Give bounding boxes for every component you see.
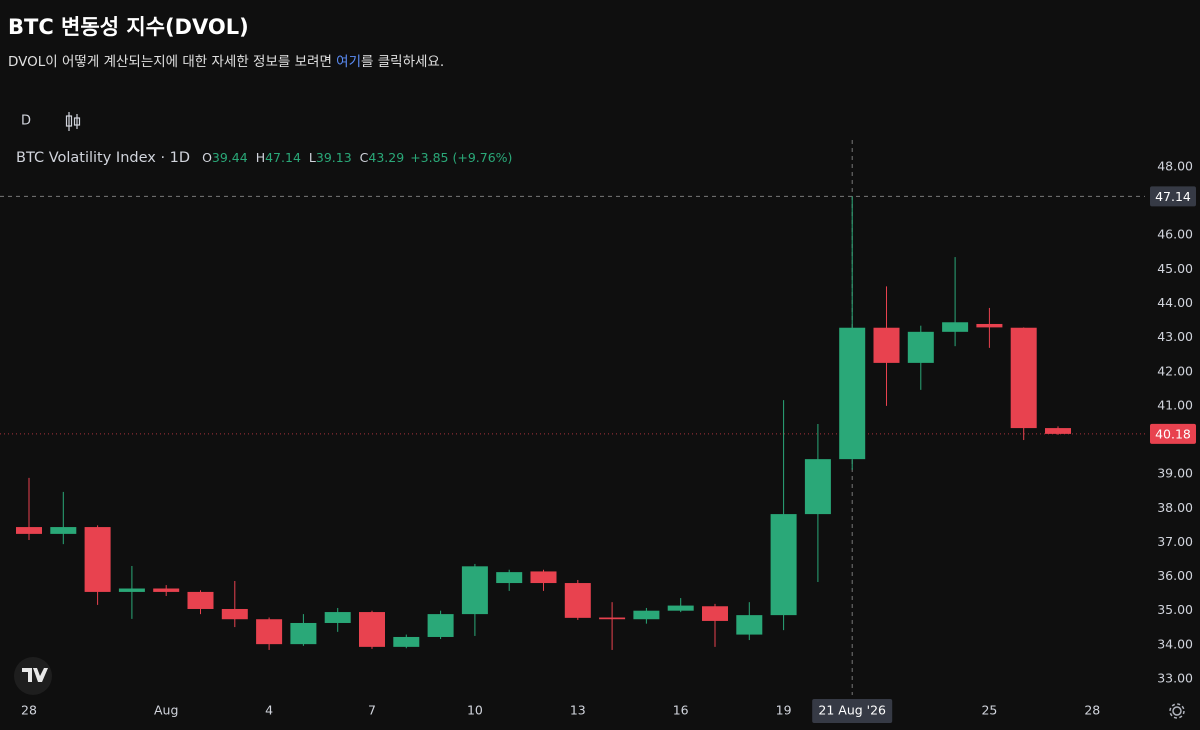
candle-body: [256, 619, 283, 645]
y-tick-label: 44.00: [1157, 295, 1193, 310]
y-tick-label: 46.00: [1157, 227, 1193, 242]
settings-icon[interactable]: [1169, 703, 1185, 719]
candle-body: [873, 327, 900, 363]
y-tick-label: 36.00: [1157, 568, 1193, 583]
candle-body: [187, 591, 214, 609]
candle-body: [530, 571, 557, 584]
candle-body: [427, 614, 454, 637]
legend-change: +3.85 (+9.76%): [410, 150, 512, 165]
candle-body: [633, 610, 660, 620]
x-tick-label: 28: [21, 703, 37, 718]
candle-body: [221, 608, 248, 620]
last-price-label: 40.18: [1155, 426, 1191, 441]
y-tick-label: 48.00: [1157, 158, 1193, 173]
candle-body: [736, 615, 763, 635]
candle-body: [461, 566, 488, 615]
x-tick-label: 13: [570, 703, 586, 718]
y-tick-label: 45.00: [1157, 261, 1193, 276]
y-tick-label: 43.00: [1157, 329, 1193, 344]
crosshair-date-label: 21 Aug '26: [818, 703, 886, 718]
crosshair-price-box: [1150, 186, 1196, 207]
legend-key: C: [360, 150, 369, 165]
tv-logo[interactable]: [14, 657, 52, 695]
y-tick-label: 33.00: [1157, 670, 1193, 685]
legend-title: BTC Volatility Index · 1D: [16, 150, 190, 166]
x-tick-label: 28: [1084, 703, 1100, 718]
subtitle-link[interactable]: 여기: [336, 54, 361, 70]
subtitle-text: 를 클릭하세요.: [361, 54, 444, 70]
candle-body: [118, 588, 145, 592]
candle-body: [496, 572, 523, 584]
candle-body: [770, 514, 797, 616]
x-tick-label: 16: [673, 703, 689, 718]
y-tick-label: 37.00: [1157, 534, 1193, 549]
x-tick-label: 25: [981, 703, 997, 718]
legend-key: H: [256, 150, 265, 165]
last-price-box: [1150, 423, 1196, 444]
x-tick-label: 19: [776, 703, 792, 718]
crosshair-price-label: 47.14: [1155, 189, 1191, 204]
subtitle-text: DVOL이 어떻게 계산되는지에 대한 자세한 정보를 보려면: [8, 54, 336, 70]
x-tick-label: 7: [368, 703, 376, 718]
legend-value: 39.13: [316, 150, 352, 165]
candle-body: [393, 636, 420, 647]
subtitle: DVOL이 어떻게 계산되는지에 대한 자세한 정보를 보려면 여기를 클릭하세…: [8, 54, 444, 70]
candle-body: [1010, 327, 1037, 429]
candle-body: [942, 322, 969, 332]
candle-body: [804, 459, 831, 515]
x-tick-label: Aug: [154, 703, 178, 718]
y-tick-label: 41.00: [1157, 397, 1193, 412]
candle-type-button[interactable]: [65, 112, 81, 131]
candle-body: [153, 588, 180, 592]
y-tick-label: 34.00: [1157, 636, 1193, 651]
y-tick-label: 35.00: [1157, 602, 1193, 617]
candle-body: [839, 327, 866, 460]
legend-key: O: [202, 150, 212, 165]
candle-body: [564, 583, 591, 618]
interval-button[interactable]: D: [21, 114, 31, 129]
candle-body: [702, 606, 728, 621]
legend-value: 39.44: [212, 150, 248, 165]
candle-body: [976, 323, 1003, 328]
x-tick-label: 10: [467, 703, 483, 718]
legend-value: 43.29: [368, 150, 404, 165]
legend: BTC Volatility Index · 1D O39.44 H47.14 L39…: [16, 150, 512, 167]
candle-body: [359, 612, 385, 647]
x-tick-label: 4: [265, 703, 273, 718]
legend-key: L: [309, 150, 316, 165]
candle-body: [599, 617, 626, 620]
page-title: BTC 변동성 지수(DVOL): [8, 15, 249, 39]
candle-body: [290, 622, 317, 645]
legend-value: 47.14: [265, 150, 301, 165]
y-tick-label: 42.00: [1157, 363, 1193, 378]
y-tick-label: 38.00: [1157, 500, 1193, 515]
candle-body: [16, 527, 42, 534]
candle-body: [1045, 428, 1071, 434]
y-tick-label: 39.00: [1157, 466, 1193, 481]
crosshair-date-box: [812, 699, 893, 723]
candle-body: [907, 331, 934, 363]
candle-body: [667, 605, 694, 611]
candle-body: [324, 612, 351, 623]
candle-body: [50, 527, 77, 534]
candle-body: [84, 527, 111, 592]
